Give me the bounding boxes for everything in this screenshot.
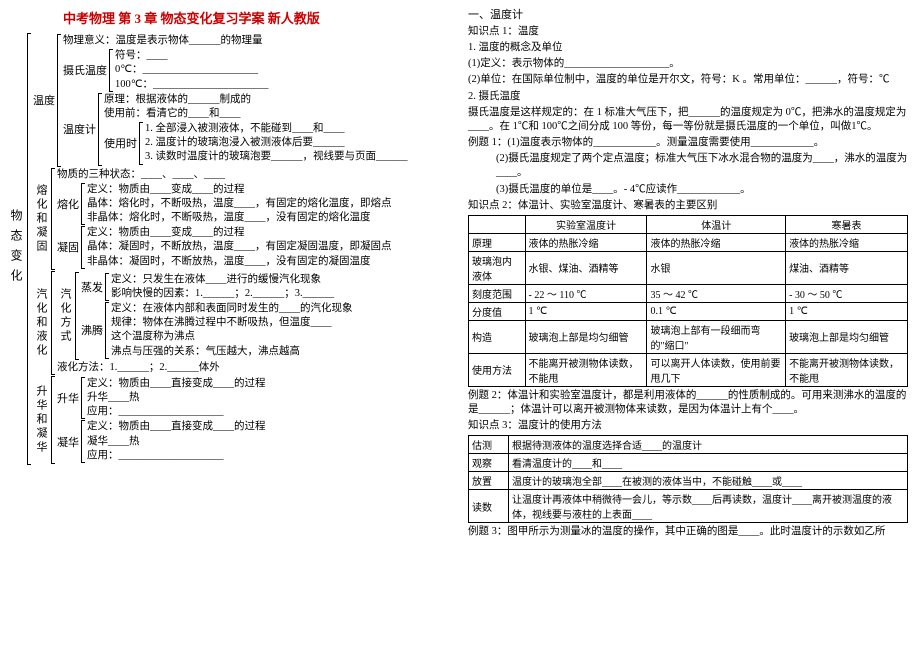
bracket-icon [109,49,113,92]
r-p10: 知识点 2：体温计、实验室温度计、寒暑表的主要区别 [468,199,908,213]
ng-l1: 定义：物质由____变成____的过程 [87,226,458,240]
r-p2: 1. 温度的概念及单位 [468,41,908,55]
zf-l2: 影响快慢的因素：1.______；2.______；3.______ [111,287,458,301]
nh-l1: 定义：物质由____直接变成____的过程 [87,420,458,434]
shiyong-l3: 3. 读数时温度计的玻璃泡要______，视线要与页面______ [145,150,458,164]
states: 物质的三种状态：____、____、____ [57,168,458,182]
page-title: 中考物理 第 3 章 物态变化复习学案 新人教版 [63,8,458,27]
sh-l3: 应用：____________________ [87,405,458,419]
sheshi-l1: 符号：____ [115,49,458,63]
sheshi-label: 摄氏温度 [63,62,107,78]
shiyong-l1: 1. 全部浸入被测液体，不能碰到____和____ [145,122,458,136]
bracket-icon [51,168,55,270]
wenduji-label: 温度计 [63,121,96,137]
r-p12: 知识点 3：温度计的使用方法 [468,419,908,433]
usage-table: 估测根据待测液体的温度选择合适____的温度计观察看清温度计的____和____… [468,435,908,523]
sh-l1: 定义：物质由____直接变成____的过程 [87,377,458,391]
ft-label: 沸腾 [81,322,103,338]
sh-l2: 升华____热 [87,391,458,405]
yh: 液化方法：1.______；2.______体外 [57,361,458,375]
bracket-icon [139,122,143,165]
rh-label: 熔化 [57,196,79,212]
r-p7: 例题 1：(1)温度表示物体的____________。测量温度需要使用____… [468,136,908,150]
r-p13: 例题 3：图甲所示为测量冰的温度的操作，其中正确的图是____。此时温度计的示数… [468,525,908,539]
ft-l4: 沸点与压强的关系：气压越大，沸点越高 [111,345,458,359]
r-p9: (3)摄氏温度的单位是____。- 4℃应读作____________。 [468,183,908,197]
shenghua-label: 升华和凝华 [33,385,49,455]
root-label: 物态变化 [8,209,25,289]
r-p8: (2)摄氏温度规定了两个定点温度；标准大气压下冰水混合物的温度为____，沸水的… [468,152,908,180]
rh-l3: 非晶体：熔化时，不断吸热，温度____，没有固定的熔化温度 [87,211,458,225]
bracket-icon [51,271,55,375]
r-p1: 知识点 1：温度 [468,25,908,39]
r-p4: (2)单位：在国际单位制中，温度的单位是开尔文，符号：K 。常用单位：_____… [468,73,908,87]
rh-l2: 晶体：熔化时，不断吸热，温度____，有固定的熔化温度，即熔点 [87,197,458,211]
r-h1: 一、温度计 [468,8,908,23]
nh-l2: 凝华____热 [87,435,458,449]
bracket-icon [81,377,85,420]
r-p3: (1)定义：表示物体的____________________。 [468,57,908,71]
ng-label: 凝固 [57,239,79,255]
sheshi-l3: 100℃：______________________ [115,78,458,92]
zf-l1: 定义：只发生在液体____进行的缓慢汽化现象 [111,273,458,287]
bracket-icon [81,420,85,463]
wendu-label: 温度 [33,92,55,108]
ronghua-label: 熔化和凝固 [33,184,49,254]
bracket-icon [81,226,85,269]
r-p6: 摄氏温度是这样规定的：在 1 标准大气压下，把______的温度规定为 0℃，把… [468,106,908,134]
ft-l1: 定义：在液体内部和表面同时发生的____的汽化现象 [111,302,458,316]
bracket-icon [98,93,102,166]
shiyong-l2: 2. 温度计的玻璃泡浸入被测液体后要______ [145,136,458,150]
qhfs-label: 汽化方式 [57,288,73,344]
wenduji-l1: 原理：根据液体的______制成的 [104,93,458,107]
wendu-meaning: 物理意义：温度是表示物体______的物理量 [63,34,458,48]
sh-label: 升华 [57,390,79,406]
nh-label: 凝华 [57,434,79,450]
bracket-icon [105,273,109,301]
root-bracket [27,33,31,465]
sheshi-l2: 0℃：______________________ [115,63,458,77]
r-p5: 2. 摄氏温度 [468,90,908,104]
qihua-label: 汽化和液化 [33,288,49,358]
bracket-icon [75,272,79,360]
bracket-icon [57,34,61,167]
bracket-icon [105,302,109,359]
comparison-table: 实验室温度计体温计寒暑表原理液体的热胀冷缩液体的热胀冷缩液体的热胀冷缩玻璃泡内液… [468,215,908,387]
ft-l2: 规律：物体在沸腾过程中不断吸热，但温度____ [111,316,458,330]
zf-label: 蒸发 [81,279,103,295]
ng-l3: 非晶体：凝固时，不断放热，温度____，没有固定的凝固温度 [87,255,458,269]
rh-l1: 定义：物质由____变成____的过程 [87,183,458,197]
bracket-icon [81,183,85,226]
bracket-icon [51,376,55,464]
ft-l3: 这个温度称为沸点 [111,330,458,344]
wenduji-l2: 使用前：看清它的____和____ [104,107,458,121]
nh-l3: 应用：____________________ [87,449,458,463]
r-p11: 例题 2：体温计和实验室温度计，都是利用液体的______的性质制成的。可用来测… [468,389,908,417]
ng-l2: 晶体：凝固时，不断放热，温度____，有固定凝固温度，即凝固点 [87,240,458,254]
shiyong-label: 使用时 [104,135,137,151]
